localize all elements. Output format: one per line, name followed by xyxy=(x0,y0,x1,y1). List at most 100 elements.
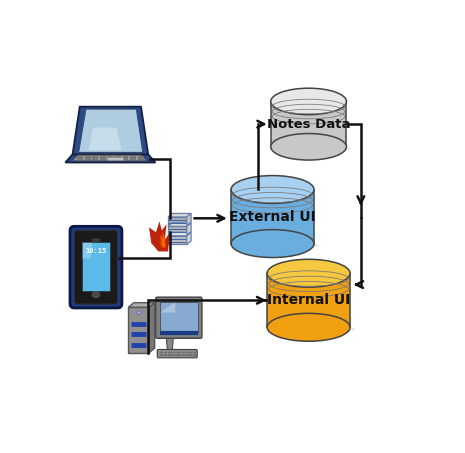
Ellipse shape xyxy=(93,293,99,297)
Ellipse shape xyxy=(267,259,350,287)
FancyBboxPatch shape xyxy=(70,226,122,308)
Polygon shape xyxy=(149,303,155,352)
Bar xyxy=(107,159,113,160)
Bar xyxy=(168,352,171,353)
Bar xyxy=(168,226,187,235)
Polygon shape xyxy=(65,154,155,163)
Bar xyxy=(160,302,198,333)
Bar xyxy=(267,273,350,328)
Bar xyxy=(271,101,346,147)
Polygon shape xyxy=(187,232,191,245)
Bar xyxy=(189,352,192,353)
Polygon shape xyxy=(161,234,166,247)
Bar xyxy=(130,156,136,157)
Bar xyxy=(138,159,144,160)
Ellipse shape xyxy=(271,134,346,160)
Bar xyxy=(115,159,121,160)
Ellipse shape xyxy=(267,313,350,341)
Ellipse shape xyxy=(92,292,100,298)
Bar xyxy=(77,159,83,160)
Polygon shape xyxy=(160,302,175,313)
Bar xyxy=(193,354,196,356)
Bar xyxy=(128,307,149,352)
Ellipse shape xyxy=(268,325,355,333)
Ellipse shape xyxy=(137,311,141,314)
Bar xyxy=(138,156,144,157)
Polygon shape xyxy=(159,230,166,248)
Bar xyxy=(115,158,121,159)
Bar xyxy=(85,159,91,160)
Polygon shape xyxy=(187,223,191,235)
Bar xyxy=(138,157,144,158)
Bar xyxy=(100,156,106,157)
Bar xyxy=(193,352,196,353)
Bar xyxy=(85,156,91,157)
Bar xyxy=(115,156,121,157)
Polygon shape xyxy=(73,155,146,161)
Bar xyxy=(115,157,121,158)
Bar xyxy=(175,354,178,356)
Text: External UI: External UI xyxy=(229,210,316,224)
Ellipse shape xyxy=(92,239,100,241)
Bar xyxy=(123,158,128,159)
Bar xyxy=(123,156,128,157)
FancyBboxPatch shape xyxy=(157,349,197,358)
Bar xyxy=(168,217,187,226)
Polygon shape xyxy=(168,223,191,226)
Bar xyxy=(179,352,181,353)
Polygon shape xyxy=(146,222,170,251)
Bar xyxy=(175,352,178,353)
Bar xyxy=(107,158,113,159)
Polygon shape xyxy=(128,303,155,307)
Polygon shape xyxy=(168,232,191,236)
Bar xyxy=(77,156,83,157)
Bar xyxy=(85,157,91,158)
Ellipse shape xyxy=(232,241,319,250)
Polygon shape xyxy=(79,109,143,152)
Bar xyxy=(77,158,83,159)
Text: 10:15: 10:15 xyxy=(85,248,106,254)
Polygon shape xyxy=(89,128,121,150)
Bar xyxy=(107,156,113,157)
Ellipse shape xyxy=(231,176,314,203)
Bar xyxy=(85,158,91,159)
Bar xyxy=(182,352,185,353)
FancyBboxPatch shape xyxy=(156,297,202,338)
Text: Notes Data: Notes Data xyxy=(267,118,350,130)
Ellipse shape xyxy=(231,230,314,258)
Bar xyxy=(186,354,189,356)
Bar xyxy=(186,352,189,353)
Bar xyxy=(123,157,128,158)
Bar xyxy=(130,158,136,159)
Bar xyxy=(93,157,98,158)
Bar xyxy=(107,157,123,160)
Polygon shape xyxy=(187,213,191,226)
Ellipse shape xyxy=(271,88,346,115)
Bar xyxy=(171,352,174,353)
Bar xyxy=(77,157,83,158)
Bar xyxy=(168,354,171,356)
Bar xyxy=(82,242,110,290)
Polygon shape xyxy=(73,106,148,154)
Polygon shape xyxy=(82,242,93,258)
Bar xyxy=(179,354,181,356)
FancyBboxPatch shape xyxy=(74,230,118,304)
Bar xyxy=(189,354,192,356)
Bar xyxy=(164,354,167,356)
Polygon shape xyxy=(166,337,173,350)
Bar xyxy=(160,354,163,356)
Bar xyxy=(138,158,144,159)
Text: Internal UI: Internal UI xyxy=(267,293,350,307)
Bar xyxy=(160,352,163,353)
Polygon shape xyxy=(157,350,182,352)
Bar xyxy=(171,354,174,356)
Bar xyxy=(93,158,98,159)
Bar xyxy=(182,354,185,356)
Bar xyxy=(93,156,98,157)
Bar xyxy=(93,159,98,160)
Bar xyxy=(231,189,314,244)
Bar xyxy=(164,352,167,353)
Bar xyxy=(130,157,136,158)
Bar xyxy=(107,157,113,158)
Polygon shape xyxy=(168,213,191,217)
